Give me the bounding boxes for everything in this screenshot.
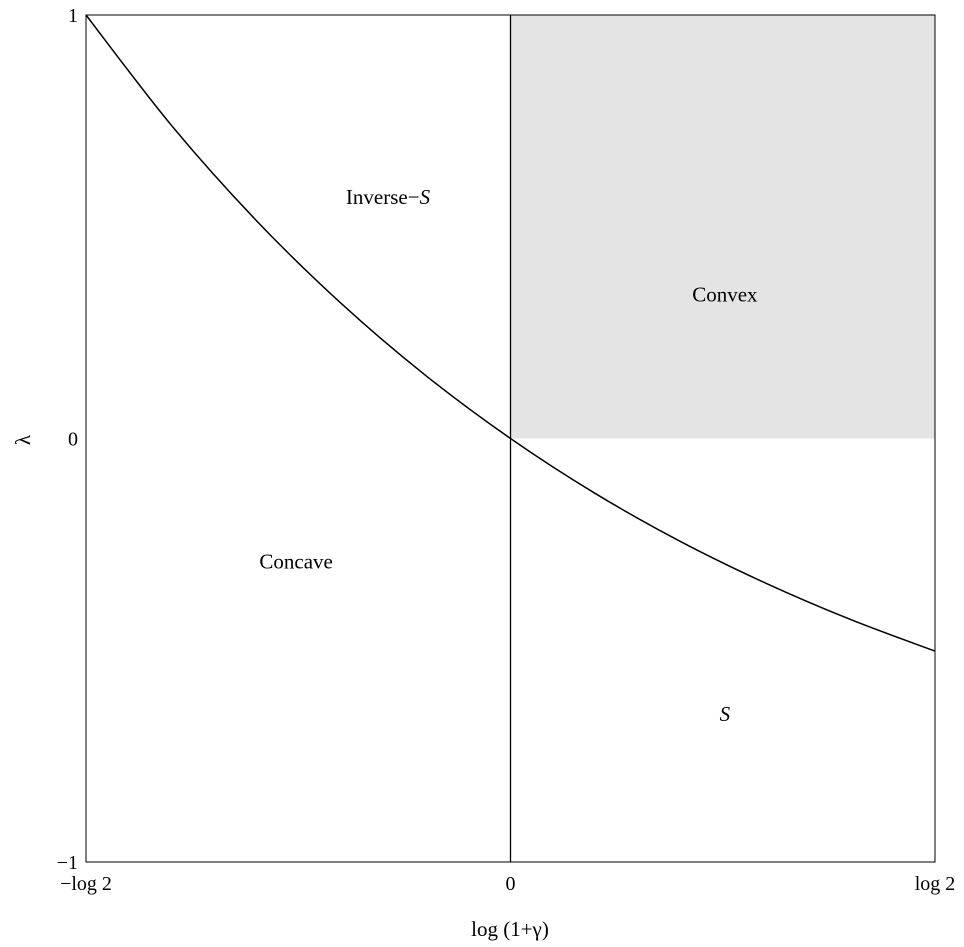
y-tick-label: −1 bbox=[57, 852, 78, 874]
x-tick-label: log 2 bbox=[915, 873, 956, 895]
region-label-s: S bbox=[720, 702, 731, 726]
x-tick-label: 0 bbox=[506, 873, 516, 895]
region-labels: Inverse−S Convex Concave S bbox=[259, 185, 758, 726]
y-axis-title: λ bbox=[11, 434, 35, 445]
x-axis-title: log (1+γ) bbox=[471, 917, 549, 941]
region-label-convex: Convex bbox=[692, 283, 758, 307]
region-label-concave: Concave bbox=[259, 549, 332, 573]
shaded-convex-region bbox=[510, 15, 935, 439]
x-tick-label: −log 2 bbox=[60, 873, 112, 895]
boundary-curve bbox=[85, 14, 936, 652]
y-tick-label: 1 bbox=[68, 5, 78, 27]
x-axis-ticks: −log 2 0 log 2 bbox=[60, 873, 955, 895]
plot-frame bbox=[85, 14, 936, 863]
y-axis-ticks: −1 0 1 bbox=[57, 5, 78, 874]
y-tick-label: 0 bbox=[68, 429, 78, 451]
region-label-inverse-s: Inverse−S bbox=[346, 185, 431, 209]
